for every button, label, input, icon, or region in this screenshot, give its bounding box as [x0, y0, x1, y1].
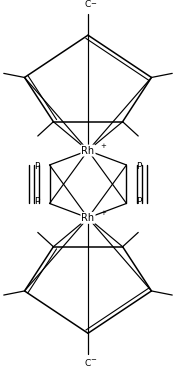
Text: −: −: [90, 357, 96, 363]
Text: P: P: [34, 162, 40, 172]
Text: −: −: [90, 1, 96, 7]
Text: P: P: [136, 197, 142, 206]
Text: P: P: [136, 162, 142, 172]
Text: +: +: [100, 210, 106, 216]
Text: P: P: [34, 197, 40, 206]
Text: Rh: Rh: [81, 213, 95, 223]
Text: C: C: [85, 0, 91, 9]
Text: C: C: [85, 359, 91, 368]
Text: +: +: [100, 143, 106, 149]
Text: Rh: Rh: [81, 145, 95, 156]
